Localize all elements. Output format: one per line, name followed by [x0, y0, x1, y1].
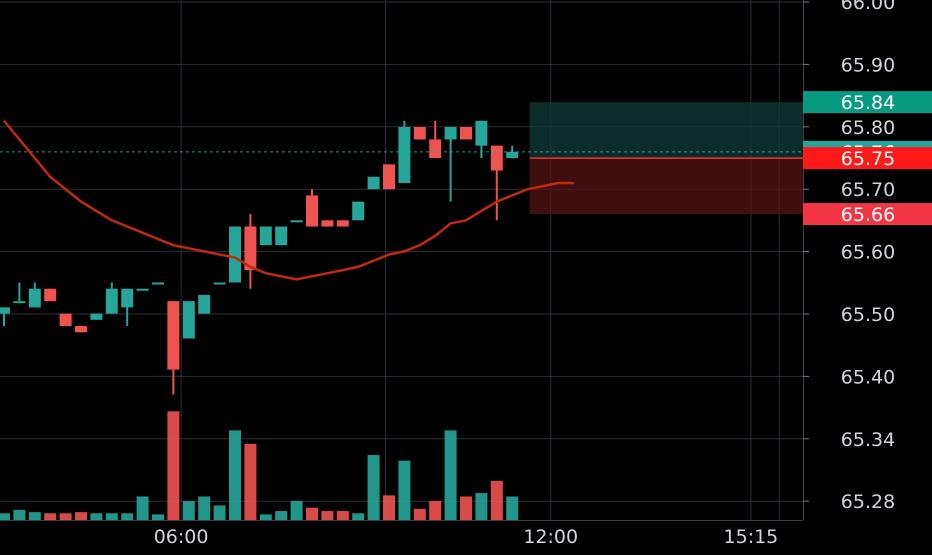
candle-body: [105, 288, 118, 314]
candle-body: [275, 226, 288, 246]
volume-bar: [105, 513, 118, 520]
volume-bar: [352, 513, 365, 520]
volume-bar: [444, 430, 457, 520]
candle-body: [75, 326, 87, 333]
price-badge-label: 65.75: [841, 148, 895, 170]
moving-average-layer: [0, 120, 803, 281]
candle-body: [321, 220, 334, 227]
volume-bar: [383, 495, 395, 520]
volume-bar: [475, 493, 488, 520]
volume-bar: [75, 512, 87, 520]
candle-body: [152, 282, 164, 285]
volume-bar: [182, 500, 195, 520]
volume-bar: [490, 480, 503, 520]
candle-body: [259, 226, 272, 246]
volume-bar: [290, 500, 303, 520]
volume-bar: [506, 496, 519, 520]
volume-bar: [167, 411, 180, 520]
candle-body: [0, 307, 10, 314]
volume-bar: [336, 511, 349, 520]
volume-bar: [152, 514, 164, 520]
candle-body: [383, 164, 395, 190]
profit-zone[interactable]: [529, 102, 803, 159]
price-tick-label: 65.40: [841, 366, 895, 388]
volume-bar: [213, 505, 226, 520]
volume-bar: [198, 496, 211, 520]
candle-body: [336, 220, 349, 227]
candle-body: [413, 127, 426, 140]
time-tick-label: 12:00: [523, 526, 578, 548]
candle-layer: [0, 120, 519, 395]
volume-bar: [429, 500, 442, 520]
candle-body: [213, 282, 226, 285]
volume-bar: [398, 460, 411, 520]
candle-body: [121, 288, 134, 308]
price-tick-label: 66.00: [841, 0, 895, 14]
candle-body: [398, 127, 411, 183]
candle-body: [136, 288, 149, 291]
candle-body: [90, 313, 103, 320]
price-tick-label: 65.70: [841, 179, 895, 201]
candle-body: [13, 301, 26, 304]
price-badge: [803, 203, 932, 226]
volume-bar: [259, 514, 272, 520]
volume-bar: [275, 511, 288, 520]
volume-bar: [0, 513, 10, 520]
volume-layer: [0, 411, 519, 520]
time-axis[interactable]: 06:00 12:00 15:15: [0, 520, 803, 549]
candle-body: [198, 294, 211, 314]
candle-body: [28, 288, 41, 308]
price-axis[interactable]: 66.00 65.90 65.80 65.70 65.60 65.50 65.40 65.34…: [803, 0, 932, 555]
price-badge: [803, 91, 932, 114]
price-axis-bg[interactable]: [803, 0, 932, 550]
moving-average-line: [3, 120, 574, 281]
price-tick-label: 65.28: [841, 491, 895, 513]
volume-bar: [121, 513, 134, 520]
price-badge: [803, 147, 932, 170]
candle-body: [444, 127, 457, 140]
volume-bar: [244, 443, 257, 520]
candle-body: [44, 288, 57, 302]
volume-bar: [321, 511, 334, 520]
price-tick-label: 65.60: [841, 242, 895, 264]
candle-body: [352, 201, 365, 221]
volume-bar: [59, 513, 72, 520]
candle-body: [244, 226, 257, 271]
candle-body: [229, 226, 241, 283]
candle-body: [367, 176, 380, 190]
volume-bar: [90, 513, 103, 520]
candle-body: [490, 145, 503, 171]
volume-bar: [306, 507, 318, 520]
long-position-box[interactable]: [529, 102, 803, 215]
price-tick-label: 65.80: [841, 117, 895, 139]
candle-body: [167, 301, 180, 370]
volume-bar: [229, 430, 241, 520]
candle-body: [306, 195, 318, 227]
price-tick-label: 65.34: [841, 429, 895, 451]
time-tick-label: 06:00: [154, 526, 209, 548]
candle-body: [475, 120, 488, 146]
stop-zone[interactable]: [529, 158, 803, 215]
candle-body: [290, 220, 303, 223]
volume-bar: [413, 508, 426, 520]
volume-bar: [44, 513, 57, 520]
time-tick-label: 15:15: [724, 526, 779, 548]
volume-bar: [460, 496, 472, 520]
candle-body: [506, 151, 519, 159]
price-tick-label: 65.90: [841, 54, 895, 76]
candle-body: [182, 301, 195, 339]
volume-bar: [136, 496, 149, 520]
candle-body: [59, 313, 72, 327]
candle-body: [460, 127, 472, 140]
volume-bar: [28, 512, 41, 520]
price-badge-label: 65.84: [841, 92, 895, 114]
volume-bar: [13, 509, 26, 520]
price-tick-label: 65.50: [841, 304, 895, 326]
price-badge-label: 65.66: [841, 204, 895, 226]
candle-body: [429, 139, 442, 159]
volume-bar: [367, 455, 380, 520]
